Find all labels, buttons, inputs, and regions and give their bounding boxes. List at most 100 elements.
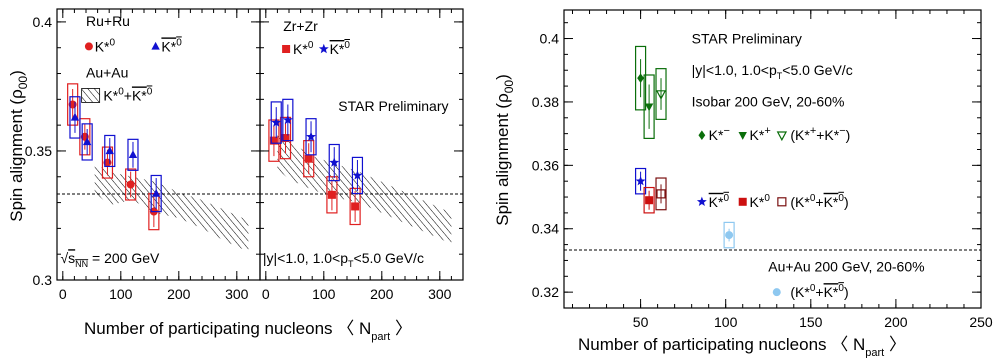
- ruru-legend-label-2: K*0+K*0: [103, 86, 152, 103]
- right-point-k-0-k-0-anti-0: [656, 189, 666, 199]
- right-y-tick-label-3: 0.38: [532, 94, 559, 110]
- zrzr-sys-box: [279, 116, 292, 160]
- right-series-k-0-k-0-anti-au-au: [723, 221, 735, 249]
- right-y-tick-label-4: 0.4: [540, 31, 560, 47]
- right-point-k-0: [644, 103, 654, 112]
- right-legend-label-2: (K*++K*−): [790, 125, 850, 143]
- ruru-point-k-0-anti-1: [82, 137, 92, 146]
- ruru-y-tick-label-1: 0.35: [25, 143, 52, 159]
- zrzr-sys-box: [270, 101, 282, 144]
- right-legend-marker-0: [698, 130, 706, 141]
- right-series-k: [634, 45, 647, 111]
- zrzr-point-k-0-anti-2: [306, 131, 316, 141]
- zrzr-x-tick-label-2: 200: [370, 286, 394, 302]
- right-x-tick-label-4: 250: [969, 314, 993, 330]
- right-chart: Spin alignment (ρ00) STAR Preliminary |y|…: [493, 9, 993, 358]
- ruru-sys-box: [69, 96, 81, 139]
- zrzr-series-k-0-anti: [270, 98, 364, 195]
- right-legend-label-4: K*0: [750, 193, 771, 210]
- zrzr-legend-marker-0: [282, 45, 291, 54]
- zrzr-annotation-0: STAR Preliminary: [338, 98, 448, 114]
- right-y-tick-label-0: 0.32: [532, 284, 559, 300]
- right-x-tick-label-0: 50: [633, 314, 649, 330]
- ruru-legend-marker-1: [151, 41, 160, 50]
- zrzr-point-k-0-anti-0: [271, 117, 282, 127]
- zrzr-legend-label-1: K*0: [330, 40, 351, 57]
- zrzr-sys-box: [351, 156, 364, 195]
- ruru-legend-label-0: K*0: [95, 37, 116, 54]
- ruru-series-k-0: [67, 83, 160, 231]
- right-annotation-0: STAR Preliminary: [692, 30, 802, 46]
- ruru-sys-box: [67, 83, 79, 126]
- ruru-legend-marker-0: [84, 42, 93, 51]
- ruru-hatch-band: [94, 163, 249, 252]
- right-legend-label-3: K*0: [709, 193, 730, 210]
- zrzr-x-ticks: 0 100 200 300: [262, 9, 464, 302]
- zrzr-annotation-1: |y|<1.0, 1.0<pT<5.0 GeV/c: [263, 250, 424, 269]
- right-legend-label-1: K*+: [750, 125, 771, 143]
- right-legend-marker-5: [777, 197, 787, 207]
- ruru-y-tick-label-2: 0.4: [33, 14, 53, 30]
- right-series-k-0: [643, 186, 655, 214]
- right-sys-box: [723, 221, 735, 249]
- right-series-k-0-k-0-anti: [655, 177, 667, 211]
- ruru-sys-box: [81, 123, 93, 161]
- right-series-k-k: [655, 68, 667, 120]
- ruru-system-label-0: Ru+Ru: [86, 13, 130, 29]
- zrzr-point-k-0-1: [281, 134, 290, 143]
- right-plot-layer: STAR Preliminary |y|<1.0, 1.0<pT<5.0 GeV/…: [564, 30, 981, 300]
- zrzr-point-k-0-4: [351, 202, 360, 211]
- zrzr-hatch-band: [277, 130, 452, 244]
- zrzr-system-label-0: Zr+Zr: [283, 18, 318, 34]
- left-chart: Spin alignment (ρ00) Ru+Ru Au+Au √sNN = 20…: [7, 8, 464, 343]
- ruru-x-tick-label-0: 0: [59, 286, 67, 302]
- zrzr-sys-box: [328, 143, 340, 182]
- right-frame: [563, 9, 982, 309]
- ruru-sys-box: [101, 146, 114, 179]
- zrzr-series-k-0: [268, 116, 361, 226]
- right-legend-label-0: K*−: [709, 125, 730, 143]
- ruru-point-k-0-anti-2: [105, 146, 114, 155]
- ruru-sys-box: [125, 168, 137, 201]
- right-sys-box: [655, 177, 667, 211]
- ruru-legend-label-1: K*0: [161, 37, 182, 54]
- zrzr-sys-box: [305, 118, 317, 156]
- zrzr-point-k-0-3: [327, 190, 336, 199]
- right-sys-box: [634, 167, 647, 195]
- ruru-x-tick-label-2: 200: [167, 286, 191, 302]
- ruru-plot-layer: Ru+Ru Au+Au √sNN = 200 GeV K*0 K*0 K*0+K*0: [57, 13, 260, 269]
- right-x-tick-label-2: 150: [799, 314, 823, 330]
- ruru-system-label-1: Au+Au: [86, 64, 128, 80]
- right-annotation-2: Isobar 200 GeV, 20-60%: [692, 94, 845, 110]
- zrzr-point-k-0-2: [304, 154, 313, 163]
- right-x-tick-label-1: 100: [714, 314, 738, 330]
- right-legend-marker-3: [696, 196, 707, 206]
- zrzr-sys-box: [282, 98, 294, 142]
- zrzr-sys-box: [326, 176, 338, 214]
- ruru-sys-box: [104, 134, 116, 168]
- zrzr-legend-marker-1: [318, 43, 329, 54]
- right-annotation-3: Au+Au 200 GeV, 20-60%: [768, 259, 924, 275]
- zrzr-sys-box: [303, 140, 315, 178]
- zrzr-x-tick-label-1: 100: [312, 286, 336, 302]
- right-point-k-0-0: [645, 196, 654, 205]
- zrzr-plot-layer: Zr+Zr STAR Preliminary |y|<1.0, 1.0<pT<5.0…: [260, 18, 463, 269]
- right-point-k-0-anti-0: [635, 175, 646, 186]
- right-sys-box: [655, 68, 667, 120]
- right-x-tick-label-3: 200: [884, 314, 908, 330]
- left-y-axis-label: Spin alignment (ρ00): [7, 70, 30, 222]
- ruru-x-ticks: 0 100 200 300: [59, 9, 261, 302]
- ruru-annotation-0: √sNN = 200 GeV: [60, 250, 160, 269]
- zrzr-y-ticks: [260, 21, 463, 281]
- right-legend-label-6: (K*0+K*0): [790, 283, 848, 300]
- left-x-axis-label: Number of participating nucleons 〈 Npart…: [84, 319, 412, 343]
- ruru-sys-box: [127, 138, 139, 171]
- ruru-point-k-0-3: [126, 180, 135, 189]
- right-sys-box: [643, 74, 655, 139]
- zrzr-x-tick-label-3: 300: [428, 286, 452, 302]
- zrzr-point-k-0-anti-4: [352, 170, 363, 180]
- ruru-y-tick-label-0: 0.3: [33, 272, 53, 288]
- ruru-x-tick-label-1: 100: [109, 286, 133, 302]
- ruru-y-ticks: 0.3 0.35 0.4: [25, 14, 260, 288]
- right-y-ticks: 0.32 0.34 0.36 0.38 0.4: [532, 22, 981, 309]
